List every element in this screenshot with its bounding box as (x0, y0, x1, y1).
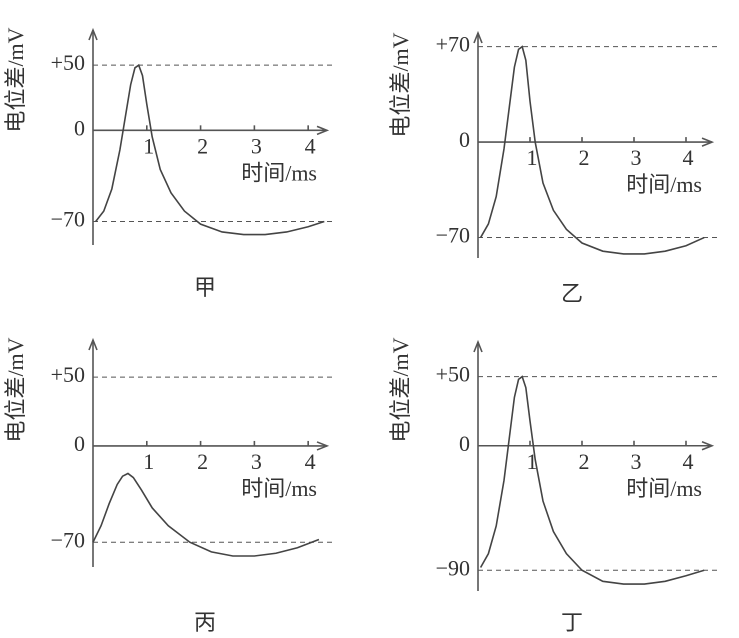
x-tick-label: 2 (197, 449, 208, 474)
x-arrow (701, 441, 715, 451)
y-tick-label: +50 (51, 50, 85, 75)
x-tick-label: 1 (527, 145, 538, 170)
x-tick-label: 3 (631, 145, 642, 170)
panel-title: 乙 (561, 281, 583, 306)
x-tick-label: 2 (197, 133, 208, 158)
x-axis-label: 时间/ms (626, 476, 702, 501)
panel-title: 甲 (194, 275, 216, 300)
y-arrow (88, 337, 98, 351)
x-tick-label: 4 (683, 145, 694, 170)
x-axis-label: 时间/ms (626, 172, 702, 197)
y-axis-label: 电位差/mV (388, 337, 413, 442)
y-tick-label: 0 (459, 127, 470, 152)
line (95, 63, 325, 236)
x-tick-label: 1 (143, 449, 154, 474)
line (479, 375, 705, 585)
y-tick-label: −90 (436, 555, 470, 580)
y-tick-label: 0 (459, 431, 470, 456)
y-tick-label: 0 (74, 115, 85, 140)
x-tick-label: 3 (631, 449, 642, 474)
x-tick-label: 4 (305, 133, 316, 158)
y-tick-label: +50 (436, 362, 470, 387)
x-tick-label: 3 (251, 449, 262, 474)
x-tick-label: 4 (305, 449, 316, 474)
y-arrow (473, 339, 483, 353)
panel-title: 丁 (561, 610, 583, 635)
y-arrow (88, 27, 98, 41)
y-axis-label: 电位差/mV (388, 32, 413, 137)
y-axis-label: 电位差/mV (3, 27, 28, 132)
x-tick-label: 1 (527, 449, 538, 474)
y-arrow (473, 30, 483, 44)
x-arrow (316, 125, 330, 136)
x-tick-label: 3 (251, 133, 262, 158)
x-arrow (701, 137, 715, 147)
y-tick-label: −70 (51, 207, 85, 232)
y-tick-label: −70 (51, 527, 85, 552)
y-tick-label: +50 (51, 362, 85, 387)
y-tick-label: +70 (436, 32, 470, 57)
x-axis-label: 时间/ms (241, 160, 317, 185)
y-tick-label: −70 (436, 223, 470, 248)
line (92, 472, 320, 557)
x-axis-label: 时间/ms (241, 476, 317, 501)
x-tick-label: 2 (579, 145, 590, 170)
panel-title: 丙 (194, 610, 216, 635)
x-tick-label: 1 (143, 133, 154, 158)
line (479, 45, 705, 255)
x-arrow (316, 441, 330, 451)
y-tick-label: 0 (74, 431, 85, 456)
x-tick-label: 4 (683, 449, 694, 474)
y-axis-label: 电位差/mV (3, 337, 28, 442)
x-tick-label: 2 (579, 449, 590, 474)
